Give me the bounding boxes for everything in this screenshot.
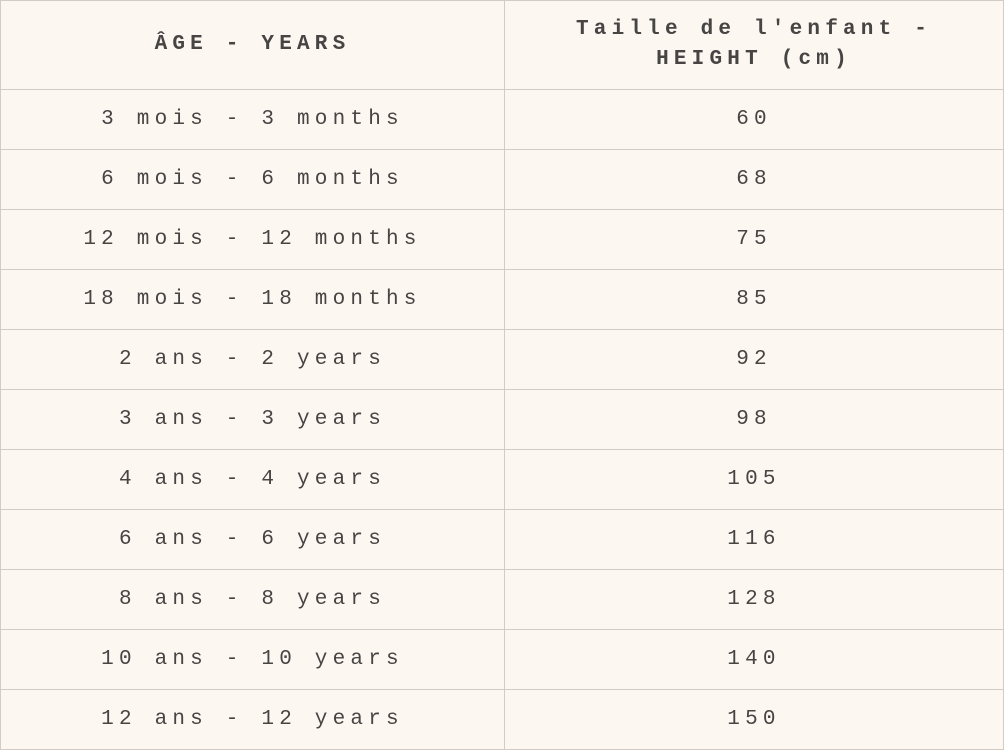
table-row: 3 ans - 3 years 98 — [0, 389, 1004, 450]
header-height: Taille de l'enfant - HEIGHT (cm) — [504, 0, 1004, 90]
height-cell: 105 — [504, 449, 1004, 510]
height-cell: 150 — [504, 689, 1004, 750]
table-row: 12 mois - 12 months 75 — [0, 209, 1004, 270]
header-age: ÂGE - YEARS — [0, 0, 505, 90]
table-row: 3 mois - 3 months 60 — [0, 89, 1004, 150]
table-row: 4 ans - 4 years 105 — [0, 449, 1004, 510]
height-cell: 85 — [504, 269, 1004, 330]
age-cell: 6 mois - 6 months — [0, 149, 505, 210]
height-cell: 98 — [504, 389, 1004, 450]
table-row: 6 mois - 6 months 68 — [0, 149, 1004, 210]
height-cell: 68 — [504, 149, 1004, 210]
height-cell: 92 — [504, 329, 1004, 390]
age-cell: 12 ans - 12 years — [0, 689, 505, 750]
table-row: 6 ans - 6 years 116 — [0, 509, 1004, 570]
age-cell: 4 ans - 4 years — [0, 449, 505, 510]
age-cell: 2 ans - 2 years — [0, 329, 505, 390]
age-cell: 3 mois - 3 months — [0, 89, 505, 150]
height-cell: 116 — [504, 509, 1004, 570]
age-cell: 3 ans - 3 years — [0, 389, 505, 450]
age-cell: 10 ans - 10 years — [0, 629, 505, 690]
height-cell: 128 — [504, 569, 1004, 630]
height-cell: 140 — [504, 629, 1004, 690]
age-cell: 18 mois - 18 months — [0, 269, 505, 330]
height-cell: 60 — [504, 89, 1004, 150]
table-row: 10 ans - 10 years 140 — [0, 629, 1004, 690]
table-row: 18 mois - 18 months 85 — [0, 269, 1004, 330]
table-row: 8 ans - 8 years 128 — [0, 569, 1004, 630]
age-cell: 8 ans - 8 years — [0, 569, 505, 630]
age-cell: 6 ans - 6 years — [0, 509, 505, 570]
age-cell: 12 mois - 12 months — [0, 209, 505, 270]
table-row: 2 ans - 2 years 92 — [0, 329, 1004, 390]
height-cell: 75 — [504, 209, 1004, 270]
table-row: 12 ans - 12 years 150 — [0, 689, 1004, 750]
header-row: ÂGE - YEARS Taille de l'enfant - HEIGHT … — [0, 0, 1004, 90]
